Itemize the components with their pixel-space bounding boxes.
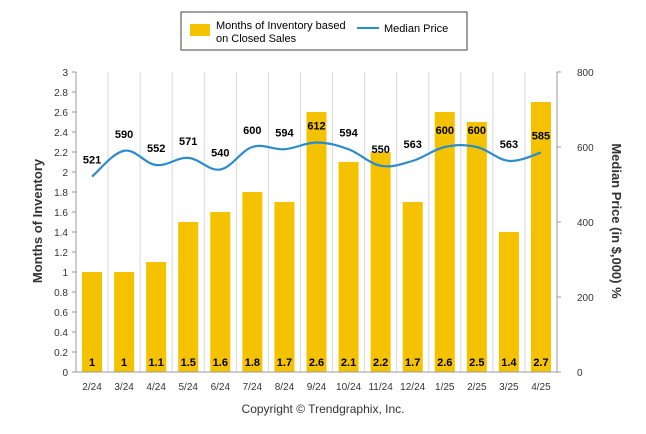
bar xyxy=(402,202,423,372)
legend-box xyxy=(180,11,468,51)
price-value-label: 590 xyxy=(115,129,133,141)
bar-value-label: 1.1 xyxy=(149,357,164,369)
bar xyxy=(242,192,263,372)
y-tick-label: 0 xyxy=(62,368,68,379)
bar xyxy=(146,262,167,372)
x-tick-label: 12/24 xyxy=(400,382,425,393)
x-tick-label: 3/24 xyxy=(114,382,134,393)
legend-swatch-bar xyxy=(190,24,210,36)
bar xyxy=(434,112,455,372)
price-value-label: 563 xyxy=(404,139,422,151)
bars xyxy=(82,102,551,372)
bar-value-label: 2.5 xyxy=(469,357,484,369)
y-tick-label: 3 xyxy=(62,68,68,79)
price-value-label: 594 xyxy=(339,127,358,139)
bar-value-label: 2.1 xyxy=(341,357,356,369)
price-value-label: 550 xyxy=(371,144,389,156)
bar-value-label: 1.5 xyxy=(181,357,196,369)
bar xyxy=(530,102,551,372)
bar-labels: 1 1 1.1 1.5 1.6 1.8 1.7 2.6 2.1 2.2 1.7 2.6 2.5 1.4 2.… xyxy=(89,357,549,369)
bar xyxy=(210,212,231,372)
bar-value-label: 1.4 xyxy=(501,357,517,369)
price-value-label: 563 xyxy=(500,139,518,151)
x-tick-label: 1/25 xyxy=(435,382,455,393)
y-tick-label: 2.8 xyxy=(54,88,68,99)
price-value-label: 521 xyxy=(83,155,101,167)
bar-value-label: 2.6 xyxy=(437,357,452,369)
bar-value-label: 1 xyxy=(121,357,127,369)
y-tick-label: 2.6 xyxy=(54,108,68,119)
y-tick-label: 1.2 xyxy=(54,248,68,259)
y-axis-title: Months of Inventory xyxy=(30,158,45,283)
y2-axis-ticks: 0 200 400 600 800 xyxy=(557,68,594,379)
x-tick-label: 2/24 xyxy=(82,382,102,393)
bar-value-label: 1.7 xyxy=(277,357,292,369)
y2-tick-label: 400 xyxy=(577,218,594,229)
line-labels: 521 590 552 571 540 600 594 612 594 550 563 600 600 5… xyxy=(83,121,550,167)
bar xyxy=(178,222,199,372)
x-tick-label: 11/24 xyxy=(368,382,393,393)
y2-tick-label: 800 xyxy=(577,68,594,79)
y-tick-label: 1.6 xyxy=(54,208,68,219)
y-tick-label: 2.2 xyxy=(54,148,68,159)
bar-value-label: 1 xyxy=(89,357,95,369)
price-value-label: 540 xyxy=(211,148,229,160)
bar-value-label: 1.7 xyxy=(405,357,420,369)
price-value-label: 600 xyxy=(436,125,454,137)
x-tick-label: 8/24 xyxy=(275,382,295,393)
bar-value-label: 2.2 xyxy=(373,357,388,369)
y2-tick-label: 600 xyxy=(577,143,594,154)
y2-tick-label: 0 xyxy=(577,368,583,379)
bar-value-label: 1.8 xyxy=(245,357,260,369)
legend-label-bar-line1: Months of Inventory based xyxy=(216,20,346,32)
y2-tick-label: 200 xyxy=(577,293,594,304)
y-tick-label: 2 xyxy=(62,168,68,179)
bar xyxy=(338,162,359,372)
x-tick-label: 4/25 xyxy=(531,382,551,393)
x-tick-label: 10/24 xyxy=(336,382,361,393)
bar xyxy=(114,272,135,372)
price-value-label: 585 xyxy=(532,131,550,143)
y-tick-label: 0.4 xyxy=(54,328,68,339)
y-axis-ticks: 0 0.2 0.4 0.6 0.8 1 1.2 1.4 1.6 1.8 2 2.2 2.4 2.6 2.8 3 xyxy=(54,68,76,379)
bar xyxy=(466,122,487,372)
price-value-label: 612 xyxy=(307,121,325,133)
copyright: Copyright © Trendgraphix, Inc. xyxy=(242,402,405,416)
y-tick-label: 1.8 xyxy=(54,188,68,199)
bar xyxy=(82,272,103,372)
y-tick-label: 0.2 xyxy=(54,348,68,359)
y-tick-label: 0.6 xyxy=(54,308,68,319)
bar xyxy=(498,232,519,372)
median-price-line xyxy=(91,141,542,178)
y-tick-label: 1 xyxy=(62,268,68,279)
y2-axis-title: Median Price (in $,000) % xyxy=(609,143,624,299)
x-tick-label: 7/24 xyxy=(243,382,263,393)
bar xyxy=(274,202,295,372)
x-tick-label: 3/25 xyxy=(499,382,519,393)
x-tick-label: 9/24 xyxy=(307,382,327,393)
bar-value-label: 2.6 xyxy=(309,357,324,369)
legend-label-bar-line2: on Closed Sales xyxy=(216,33,297,45)
bar-value-label: 1.6 xyxy=(213,357,228,369)
x-tick-label: 4/24 xyxy=(146,382,166,393)
price-value-label: 594 xyxy=(275,127,294,139)
price-value-label: 600 xyxy=(243,125,261,137)
legend: Months of Inventory based on Closed Sale… xyxy=(180,11,468,51)
x-tick-label: 2/25 xyxy=(467,382,487,393)
y-tick-label: 2.4 xyxy=(54,128,68,139)
x-tick-label: 6/24 xyxy=(211,382,231,393)
y-tick-label: 0.8 xyxy=(54,288,68,299)
y-tick-label: 1.4 xyxy=(54,228,68,239)
bar-value-label: 2.7 xyxy=(533,357,548,369)
bar xyxy=(306,112,327,372)
legend-label-line: Median Price xyxy=(384,23,448,35)
x-axis-ticks: 2/24 3/24 4/24 5/24 6/24 7/24 8/24 9/24 10/24 11/… xyxy=(82,382,551,393)
x-tick-label: 5/24 xyxy=(178,382,198,393)
price-value-label: 571 xyxy=(179,136,197,148)
price-value-label: 600 xyxy=(468,125,486,137)
bar xyxy=(370,152,391,372)
price-value-label: 552 xyxy=(147,143,165,155)
